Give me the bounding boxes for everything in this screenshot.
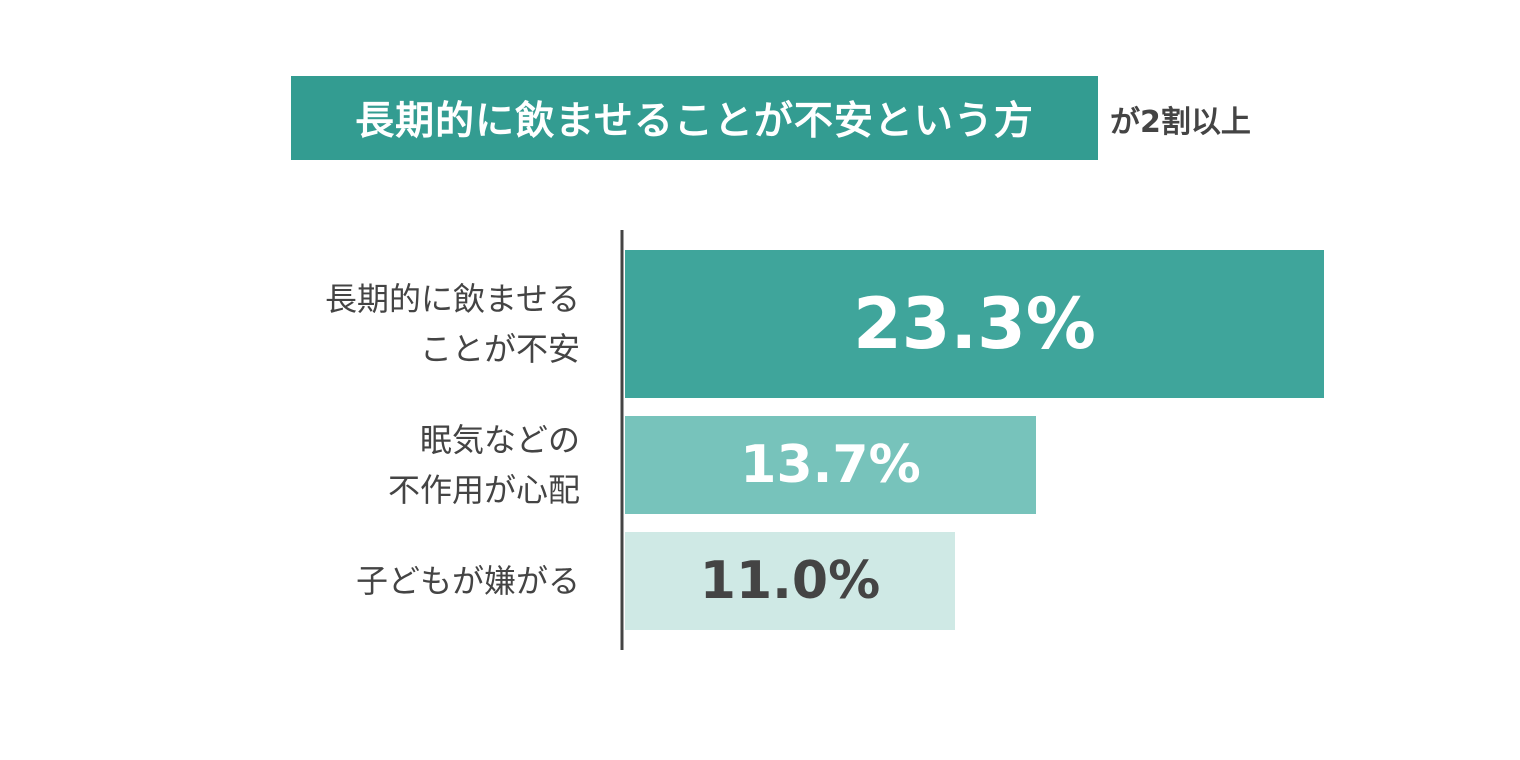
category-label-line: 不作用が心配 xyxy=(388,471,580,509)
bar-1 xyxy=(625,250,1324,398)
title-banner: 長期的に飲ませることが不安という方 xyxy=(291,76,1098,160)
value-label-3: 11.0% xyxy=(700,551,880,611)
value-label-1: 23.3% xyxy=(853,283,1096,365)
category-label-1: 長期的に飲ませることが不安 xyxy=(325,280,580,368)
bar-2 xyxy=(625,416,1036,514)
category-label-line: 長期的に飲ませる xyxy=(325,280,580,318)
category-label-3: 子どもが嫌がる xyxy=(356,562,580,600)
category-label-line: 子どもが嫌がる xyxy=(356,562,580,600)
bar-3 xyxy=(625,532,955,630)
chart-subtitle: が2割以上 xyxy=(1110,105,1251,140)
category-label-line: 眠気などの xyxy=(420,421,580,459)
chart-title: 長期的に飲ませることが不安という方 xyxy=(355,99,1034,144)
value-label-2: 13.7% xyxy=(740,435,920,495)
category-label-line: ことが不安 xyxy=(420,330,580,368)
category-label-2: 眠気などの不作用が心配 xyxy=(388,421,580,509)
